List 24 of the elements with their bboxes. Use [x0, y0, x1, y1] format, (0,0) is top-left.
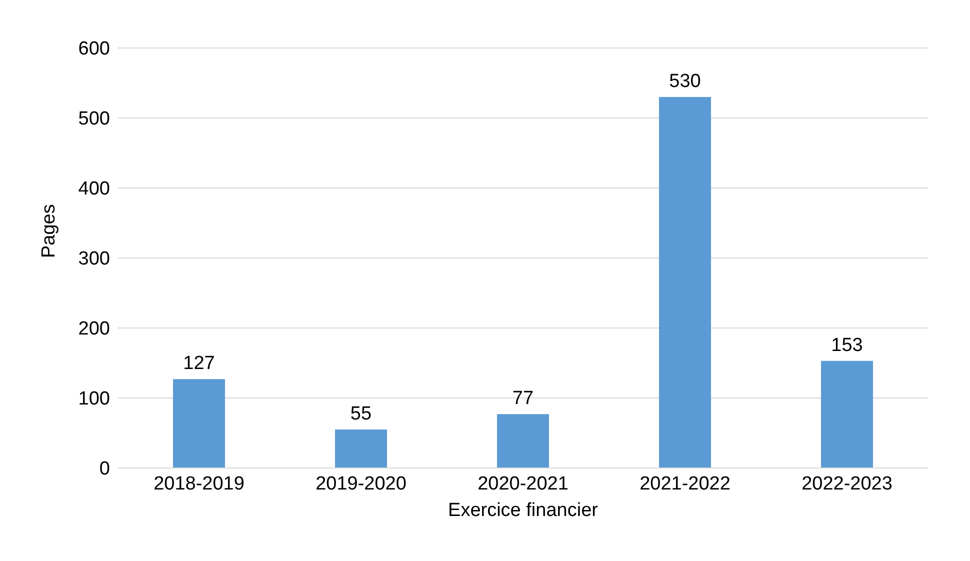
data-label: 127 — [183, 353, 215, 374]
bar — [497, 414, 549, 468]
data-label: 55 — [350, 404, 372, 424]
data-label: 77 — [512, 388, 534, 410]
data-label: 153 — [831, 334, 863, 356]
x-tick-label: 2018-2019 — [154, 473, 244, 494]
bar — [659, 97, 711, 468]
y-tick-label: 600 — [78, 38, 110, 60]
y-axis-title: Pages — [38, 204, 60, 258]
bar — [335, 430, 387, 468]
bar — [821, 360, 873, 468]
y-tick-label: 300 — [78, 248, 110, 270]
x-axis-title: Exercice financier — [448, 500, 599, 521]
y-tick-label: 100 — [78, 388, 110, 410]
x-tick-label: 2022-2023 — [802, 473, 892, 494]
bar — [173, 379, 225, 468]
x-tick-label: 2019-2020 — [316, 473, 406, 494]
y-tick-label: 400 — [78, 178, 110, 200]
y-tick-label: 200 — [78, 318, 110, 340]
x-tick-label: 2020-2021 — [478, 473, 568, 494]
x-tick-label: 2021-2022 — [640, 473, 730, 494]
y-tick-label: 0 — [99, 458, 110, 480]
data-label: 530 — [669, 71, 701, 92]
y-tick-label: 500 — [78, 108, 110, 130]
